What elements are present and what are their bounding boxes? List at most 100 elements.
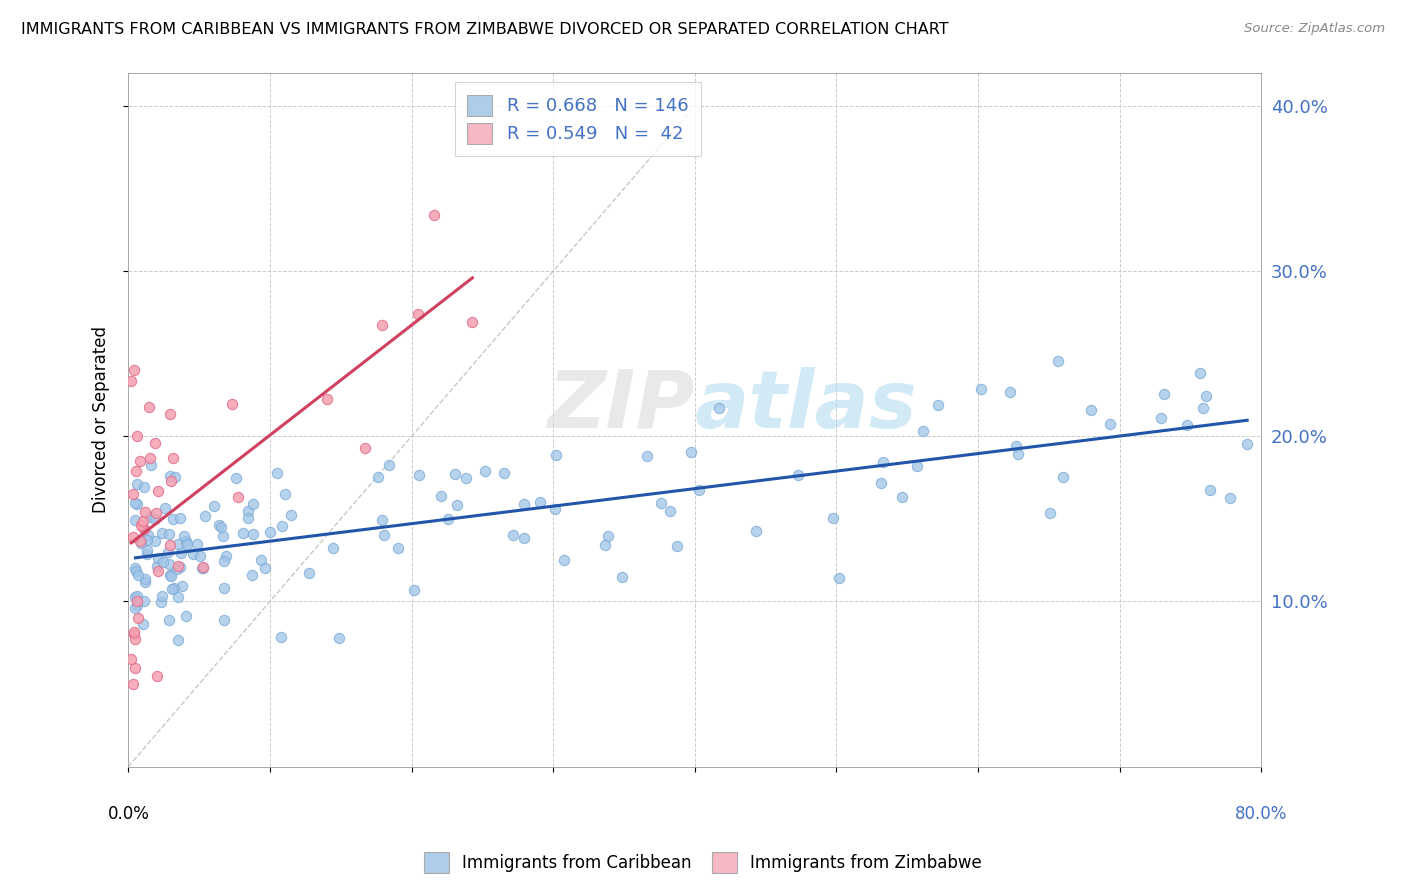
Point: [124, 496, 146, 510]
Point: [134, 575, 156, 590]
Point: [124, 560, 146, 574]
Point: [378, 458, 401, 472]
Point: [650, 496, 672, 510]
Point: [125, 464, 148, 478]
Point: [125, 497, 148, 511]
Point: [529, 495, 551, 509]
Point: [891, 490, 914, 504]
Point: [1052, 469, 1074, 483]
Point: [143, 533, 166, 548]
Point: [437, 512, 460, 526]
Point: [1219, 491, 1241, 506]
Point: [132, 514, 155, 528]
Text: Source: ZipAtlas.com: Source: ZipAtlas.com: [1244, 22, 1385, 36]
Point: [163, 470, 186, 484]
Point: [132, 616, 155, 631]
Point: [905, 459, 928, 474]
Point: [546, 448, 568, 462]
Point: [174, 609, 197, 624]
Point: [152, 555, 174, 569]
Point: [153, 500, 176, 515]
Point: [1195, 389, 1218, 403]
Point: [132, 593, 155, 607]
Point: [461, 315, 484, 329]
Point: [610, 570, 633, 584]
Point: [659, 504, 682, 518]
Point: [221, 397, 243, 411]
Point: [270, 630, 292, 644]
Point: [129, 536, 152, 550]
Point: [513, 498, 536, 512]
Point: [138, 510, 160, 524]
Point: [226, 490, 249, 504]
Point: [157, 613, 180, 627]
Point: [143, 512, 166, 526]
Point: [274, 486, 297, 500]
Point: [1150, 411, 1173, 425]
Point: [136, 533, 159, 547]
Point: [371, 318, 394, 332]
Point: [139, 450, 162, 465]
Point: [159, 538, 181, 552]
Legend: Immigrants from Caribbean, Immigrants from Zimbabwe: Immigrants from Caribbean, Immigrants fr…: [418, 846, 988, 880]
Point: [174, 534, 197, 549]
Point: [167, 559, 190, 574]
Point: [127, 598, 149, 612]
Point: [596, 528, 619, 542]
Point: [970, 382, 993, 396]
Point: [169, 511, 191, 525]
Point: [160, 569, 183, 583]
Point: [242, 497, 264, 511]
Point: [162, 450, 184, 465]
Point: [238, 504, 260, 518]
Point: [1000, 385, 1022, 400]
Point: [146, 558, 169, 573]
Point: [121, 677, 143, 691]
Point: [145, 506, 167, 520]
Point: [212, 554, 235, 568]
Point: [186, 537, 208, 551]
Point: [1039, 506, 1062, 520]
Point: [280, 508, 302, 522]
Point: [125, 564, 148, 578]
Point: [173, 529, 195, 543]
Point: [444, 467, 467, 481]
Point: [125, 594, 148, 608]
Point: [124, 513, 146, 527]
Point: [298, 566, 321, 580]
Text: 0.0%: 0.0%: [107, 805, 149, 823]
Text: 80.0%: 80.0%: [1234, 805, 1288, 823]
Point: [821, 510, 844, 524]
Point: [163, 581, 186, 595]
Point: [870, 476, 893, 491]
Point: [125, 589, 148, 603]
Point: [236, 511, 259, 525]
Point: [138, 400, 160, 414]
Point: [188, 549, 211, 564]
Point: [1004, 439, 1026, 453]
Point: [159, 408, 181, 422]
Point: [406, 307, 429, 321]
Point: [176, 537, 198, 551]
Point: [872, 455, 894, 469]
Point: [212, 582, 235, 596]
Point: [212, 613, 235, 627]
Point: [709, 401, 731, 415]
Point: [208, 518, 231, 533]
Point: [160, 474, 183, 488]
Point: [122, 530, 145, 544]
Legend: R = 0.668   N = 146, R = 0.549   N =  42: R = 0.668 N = 146, R = 0.549 N = 42: [454, 82, 702, 156]
Point: [745, 524, 768, 538]
Point: [553, 553, 575, 567]
Point: [124, 591, 146, 605]
Point: [927, 398, 949, 412]
Point: [127, 568, 149, 582]
Point: [122, 627, 145, 641]
Point: [159, 568, 181, 582]
Point: [129, 533, 152, 548]
Y-axis label: Divorced or Separated: Divorced or Separated: [93, 326, 110, 513]
Point: [371, 513, 394, 527]
Point: [593, 538, 616, 552]
Point: [170, 579, 193, 593]
Point: [122, 363, 145, 377]
